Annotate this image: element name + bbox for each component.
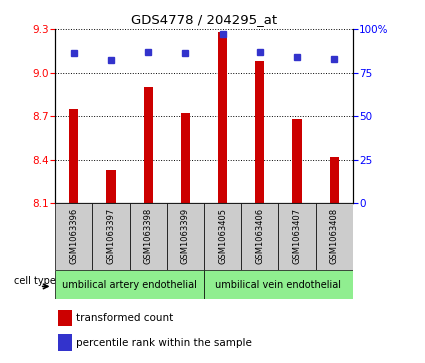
Bar xyxy=(329,157,339,203)
Text: cell type: cell type xyxy=(14,276,56,286)
Text: GSM1063396: GSM1063396 xyxy=(69,207,78,264)
Text: umbilical vein endothelial: umbilical vein endothelial xyxy=(215,280,341,290)
Bar xyxy=(292,119,302,203)
Bar xyxy=(218,32,227,203)
Bar xyxy=(130,203,167,270)
Bar xyxy=(167,203,204,270)
Bar xyxy=(278,203,315,270)
Text: GSM1063407: GSM1063407 xyxy=(292,207,301,264)
Bar xyxy=(144,87,153,203)
Bar xyxy=(69,109,79,203)
Text: GSM1063399: GSM1063399 xyxy=(181,207,190,264)
Text: GSM1063405: GSM1063405 xyxy=(218,208,227,264)
Text: GSM1063408: GSM1063408 xyxy=(330,207,339,264)
Text: GSM1063398: GSM1063398 xyxy=(144,207,153,264)
Bar xyxy=(181,113,190,203)
Bar xyxy=(58,334,71,351)
Text: umbilical artery endothelial: umbilical artery endothelial xyxy=(62,280,197,290)
Text: percentile rank within the sample: percentile rank within the sample xyxy=(76,338,252,347)
Text: transformed count: transformed count xyxy=(76,313,173,323)
Bar xyxy=(92,203,130,270)
Text: GSM1063406: GSM1063406 xyxy=(255,207,264,264)
Bar xyxy=(55,270,204,299)
Bar xyxy=(55,203,92,270)
Bar xyxy=(204,270,353,299)
Text: GSM1063397: GSM1063397 xyxy=(107,207,116,264)
Bar xyxy=(255,61,264,203)
Title: GDS4778 / 204295_at: GDS4778 / 204295_at xyxy=(131,13,277,26)
Bar xyxy=(58,310,71,326)
Bar xyxy=(204,203,241,270)
Bar xyxy=(241,203,278,270)
Bar xyxy=(315,203,353,270)
Bar xyxy=(106,170,116,203)
